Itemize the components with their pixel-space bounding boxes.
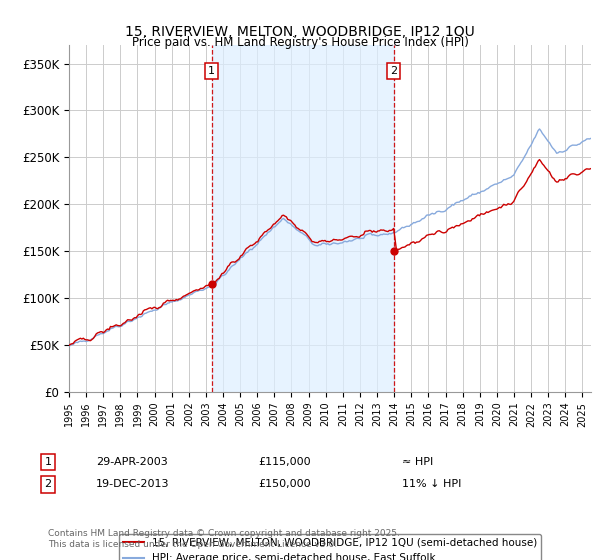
Bar [212,45,394,392]
Text: £115,000: £115,000 [258,457,311,467]
Text: 19-DEC-2013: 19-DEC-2013 [96,479,170,489]
Text: £150,000: £150,000 [258,479,311,489]
Text: Contains HM Land Registry data © Crown copyright and database right 2025.
This d: Contains HM Land Registry data © Crown c… [48,529,400,549]
Text: Price paid vs. HM Land Registry's House Price Index (HPI): Price paid vs. HM Land Registry's House … [131,36,469,49]
Text: 15, RIVERVIEW, MELTON, WOODBRIDGE, IP12 1QU: 15, RIVERVIEW, MELTON, WOODBRIDGE, IP12 … [125,25,475,39]
Legend: 15, RIVERVIEW, MELTON, WOODBRIDGE, IP12 1QU (semi-detached house), HPI: Average : 15, RIVERVIEW, MELTON, WOODBRIDGE, IP12 … [119,534,541,560]
Text: ≈ HPI: ≈ HPI [402,457,433,467]
Text: 1: 1 [208,66,215,76]
Text: 2: 2 [390,66,397,76]
Text: 29-APR-2003: 29-APR-2003 [96,457,168,467]
Text: 2: 2 [44,479,52,489]
Text: 1: 1 [44,457,52,467]
Text: 11% ↓ HPI: 11% ↓ HPI [402,479,461,489]
